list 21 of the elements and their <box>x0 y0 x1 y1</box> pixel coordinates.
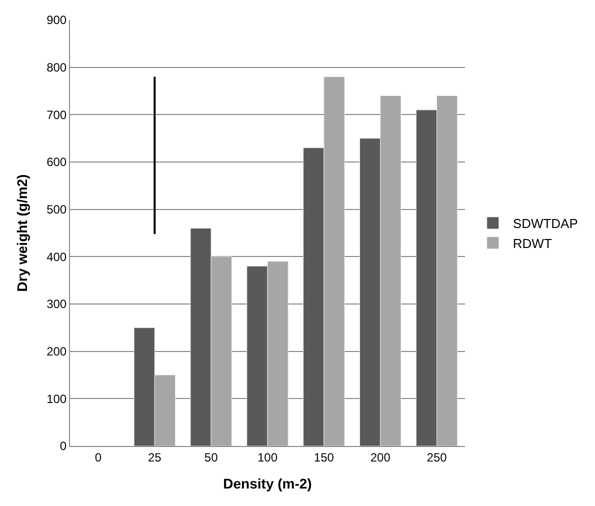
y-tick-label: 300 <box>46 297 67 312</box>
legend-label: RDWT <box>512 236 552 251</box>
y-tick-label: 600 <box>46 155 67 170</box>
y-tick-label: 200 <box>46 344 67 359</box>
x-tick-label: 25 <box>148 450 162 464</box>
x-tick-label: 50 <box>204 450 218 464</box>
x-tick-label: 200 <box>370 450 391 464</box>
y-tick-label: 100 <box>46 392 67 406</box>
y-tick-label: 900 <box>46 13 67 28</box>
y-tick-label: 800 <box>46 60 67 75</box>
x-tick-label: 100 <box>257 450 278 464</box>
x-tick-label: 150 <box>314 450 334 464</box>
y-tick-label: 700 <box>46 108 67 122</box>
y-tick-label: 0 <box>60 439 67 454</box>
x-tick-label: 0 <box>94 450 102 464</box>
y-tick-label: 400 <box>46 250 67 264</box>
legend-label: SDWTDAP <box>512 216 578 232</box>
x-axis-title: Density (m-2) <box>223 476 312 492</box>
y-axis-title: Dry weight (g/m2) <box>14 174 30 292</box>
y-tick-label: 500 <box>46 202 67 217</box>
x-tick-label: 250 <box>426 450 448 464</box>
